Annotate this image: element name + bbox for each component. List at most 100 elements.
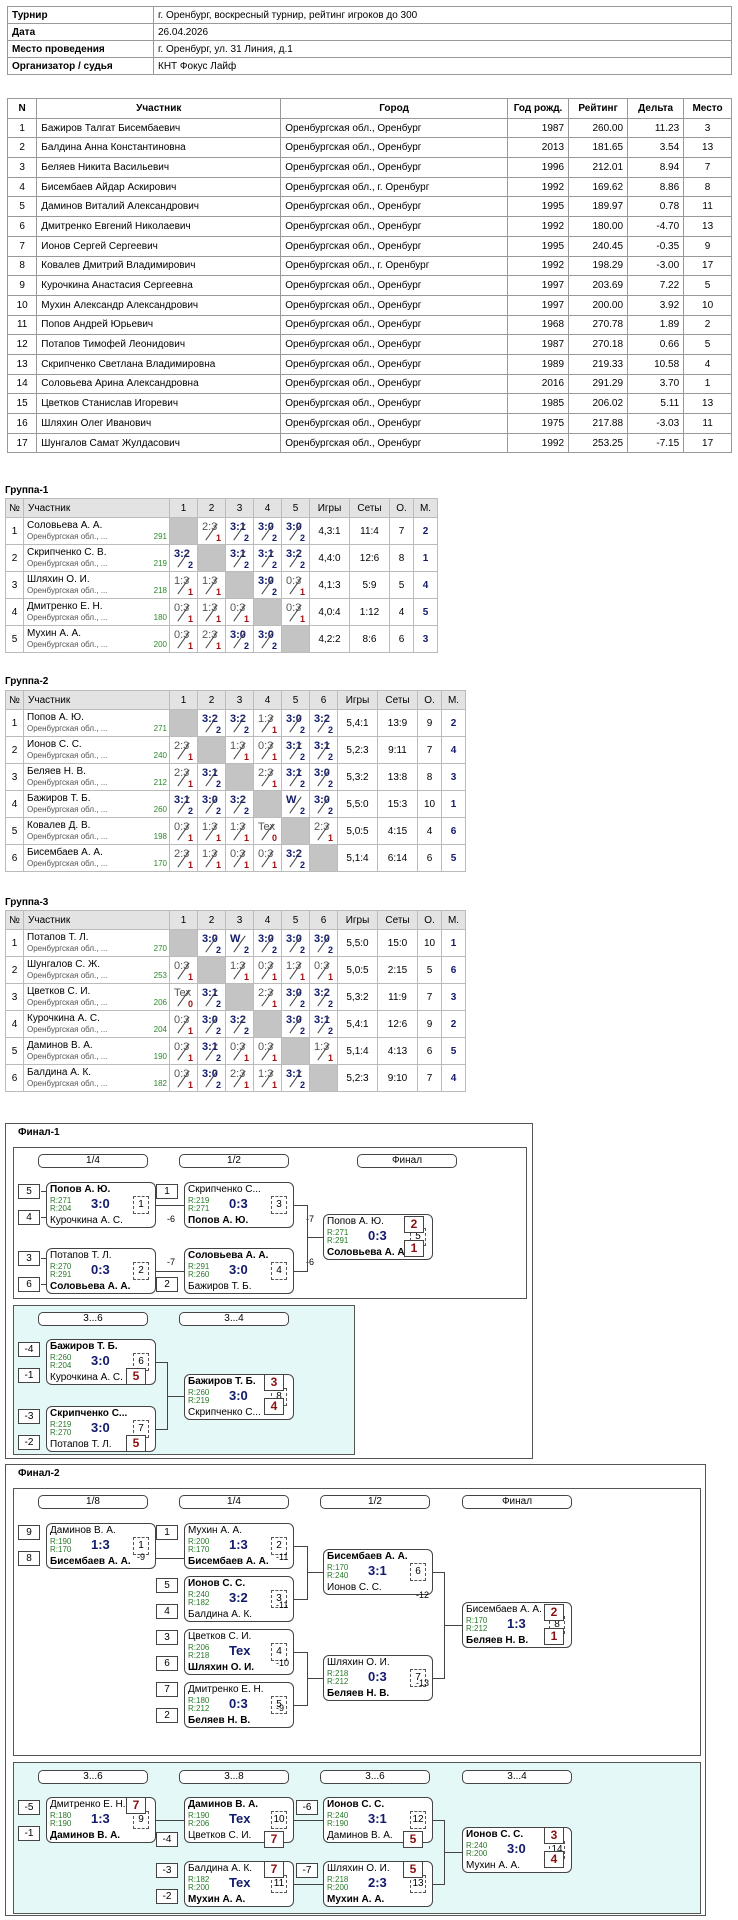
score-cell: 0:3 1 bbox=[309, 956, 338, 984]
bracket-line bbox=[156, 1362, 168, 1363]
score-cell: 2:3 1 bbox=[253, 983, 282, 1011]
score-cell: 0:3 1 bbox=[225, 598, 254, 626]
rating-top: R:170 bbox=[327, 1563, 349, 1572]
player-bottom: Соловьева А. А. bbox=[327, 1247, 408, 1258]
row-number: 3 bbox=[5, 763, 24, 791]
match-number: 1 bbox=[133, 1537, 149, 1555]
stat-cell: 9:10 bbox=[377, 1064, 418, 1092]
player-top: Ионов С. С. bbox=[466, 1829, 524, 1840]
stat-cell: 5,4:1 bbox=[337, 709, 378, 737]
match-score: 0:3 bbox=[229, 1196, 248, 1211]
score-cell: 1:3 1 bbox=[197, 817, 226, 845]
table-cell: 13 bbox=[683, 216, 732, 237]
match-box: Ионов С. С. R:240 R:200 3:0 14 Мухин А. А. bbox=[462, 1827, 572, 1873]
score-box: 3:0 2 bbox=[254, 518, 281, 544]
place-box: 3 bbox=[544, 1827, 564, 1844]
match-box: Шляхин О. И. R:218 R:200 2:3 13 Мухин А. А. bbox=[323, 1861, 433, 1907]
player-top: Шляхин О. И. bbox=[327, 1863, 390, 1874]
group-row: 5 Мухин А. А. 200 Оренбургская обл., ... 0:3… bbox=[5, 625, 438, 653]
table-cell: Шляхин Олег Иванович bbox=[36, 413, 282, 434]
table-cell: 203.69 bbox=[568, 275, 629, 296]
seed-number: 9 bbox=[18, 1525, 40, 1540]
row-number: 1 bbox=[5, 517, 24, 545]
region-text: Оренбургская обл., ... bbox=[27, 859, 108, 868]
rating-top: R:271 bbox=[50, 1196, 72, 1205]
participant-region: 240 Оренбургская обл., ... bbox=[27, 750, 169, 761]
group-row: 2 Ионов С. С. 240 Оренбургская обл., ... 2:3… bbox=[5, 736, 466, 764]
score-cell: 3:1 2 bbox=[169, 790, 198, 818]
score-box: 1:3 1 bbox=[198, 818, 225, 844]
match-box: Ионов С. С. R:240 R:190 3:1 12 Даминов В. А. bbox=[323, 1797, 433, 1843]
match-number: 1 bbox=[133, 1196, 149, 1214]
player-bottom: Ионов С. С. bbox=[327, 1582, 382, 1593]
place-box: 3 bbox=[264, 1374, 284, 1391]
table-cell: Мухин Александр Александрович bbox=[36, 294, 282, 316]
table-cell: 1.89 bbox=[627, 314, 685, 336]
match-points: 1 bbox=[271, 752, 277, 762]
participant-name: Балдина А. К. bbox=[27, 1067, 92, 1078]
bracket-line bbox=[41, 1258, 46, 1259]
participant-cell: Ковалев Д. В. 198 Оренбургская обл., ... bbox=[23, 817, 170, 845]
column-header: Сеты bbox=[377, 690, 418, 710]
score-box: 1:3 1 bbox=[226, 818, 253, 844]
participant-rating: 200 bbox=[153, 640, 167, 649]
row-number: 5 bbox=[5, 1037, 24, 1065]
group-row: 4 Дмитренко Е. Н. 180 Оренбургская обл., ..… bbox=[5, 598, 438, 626]
info-label: Организатор / судья bbox=[7, 57, 154, 75]
table-cell: 1995 bbox=[507, 235, 570, 257]
table-cell: 5 bbox=[683, 275, 732, 296]
match-score: 0:3 bbox=[368, 1228, 387, 1243]
table-row: 15 Цветков Станислав Игоревич Оренбургская… bbox=[6, 393, 732, 414]
column-header: Игры bbox=[337, 910, 378, 930]
stat-cell: 5,5:0 bbox=[337, 790, 378, 818]
bracket-line bbox=[444, 1625, 462, 1626]
rating-top: R:240 bbox=[466, 1841, 488, 1850]
table-cell: 1 bbox=[6, 117, 38, 139]
column-header: Сеты bbox=[349, 498, 390, 518]
score-box: 3:1 2 bbox=[282, 737, 309, 763]
round-label: 3...8 bbox=[179, 1770, 289, 1784]
group-row: 4 Курочкина А. С. 204 Оренбургская обл., ..… bbox=[5, 1010, 466, 1038]
participant-name: Курочкина А. С. bbox=[27, 1013, 100, 1024]
self-cell bbox=[169, 517, 198, 545]
stat-cell: 8 bbox=[389, 544, 414, 572]
match-box: Скрипченко С... R:219 R:271 0:3 3 Попов А. Ю. bbox=[184, 1182, 294, 1228]
score-box: 0:3 1 bbox=[254, 737, 281, 763]
match-number: 2 bbox=[133, 1262, 149, 1280]
seed-number: 1 bbox=[156, 1525, 178, 1540]
match-score: 0:3 bbox=[229, 1696, 248, 1711]
bracket-line bbox=[167, 1396, 184, 1397]
self-cell bbox=[281, 625, 310, 653]
round-label: Финал bbox=[462, 1495, 572, 1509]
final-1-main-bracket bbox=[13, 1147, 527, 1299]
region-text: Оренбургская обл., ... bbox=[27, 559, 108, 568]
player-bottom: Даминов В. А. bbox=[327, 1830, 393, 1841]
match-points: 2 bbox=[271, 560, 277, 570]
bracket-line bbox=[444, 1852, 462, 1853]
self-cell bbox=[197, 956, 226, 984]
table-cell: 2 bbox=[683, 314, 732, 336]
score-cell: 3:1 2 bbox=[197, 763, 226, 791]
match-points: 2 bbox=[243, 560, 249, 570]
stat-cell: 6 bbox=[417, 844, 442, 872]
participant-region: 180 Оренбургская обл., ... bbox=[27, 612, 169, 623]
match-score: 3:2 bbox=[314, 713, 330, 725]
score-cell: 3:1 2 bbox=[253, 544, 282, 572]
column-header: М. bbox=[413, 498, 438, 518]
seed-number: 8 bbox=[18, 1551, 40, 1566]
table-cell: Бисембаев Айдар Аскирович bbox=[36, 176, 282, 198]
score-cell: 0:3 1 bbox=[281, 571, 310, 599]
final-title: Финал-2 bbox=[18, 1468, 60, 1479]
score-box: 3:1 2 bbox=[310, 737, 337, 763]
score-box: 3:0 2 bbox=[282, 984, 309, 1010]
region-text: Оренбургская обл., ... bbox=[27, 1025, 108, 1034]
table-cell: 1 bbox=[683, 373, 732, 395]
score-box: 2:3 1 bbox=[226, 1065, 253, 1091]
table-cell: 11.23 bbox=[627, 117, 685, 139]
score-box: 3:0 2 bbox=[282, 710, 309, 736]
match-points: 1 bbox=[243, 972, 249, 982]
table-cell: Оренбургская обл., Оренбург bbox=[280, 275, 509, 296]
match-score: 3:1 bbox=[286, 1068, 302, 1080]
stat-cell: 6:14 bbox=[377, 844, 418, 872]
rating-bottom: R:170 bbox=[188, 1545, 210, 1554]
